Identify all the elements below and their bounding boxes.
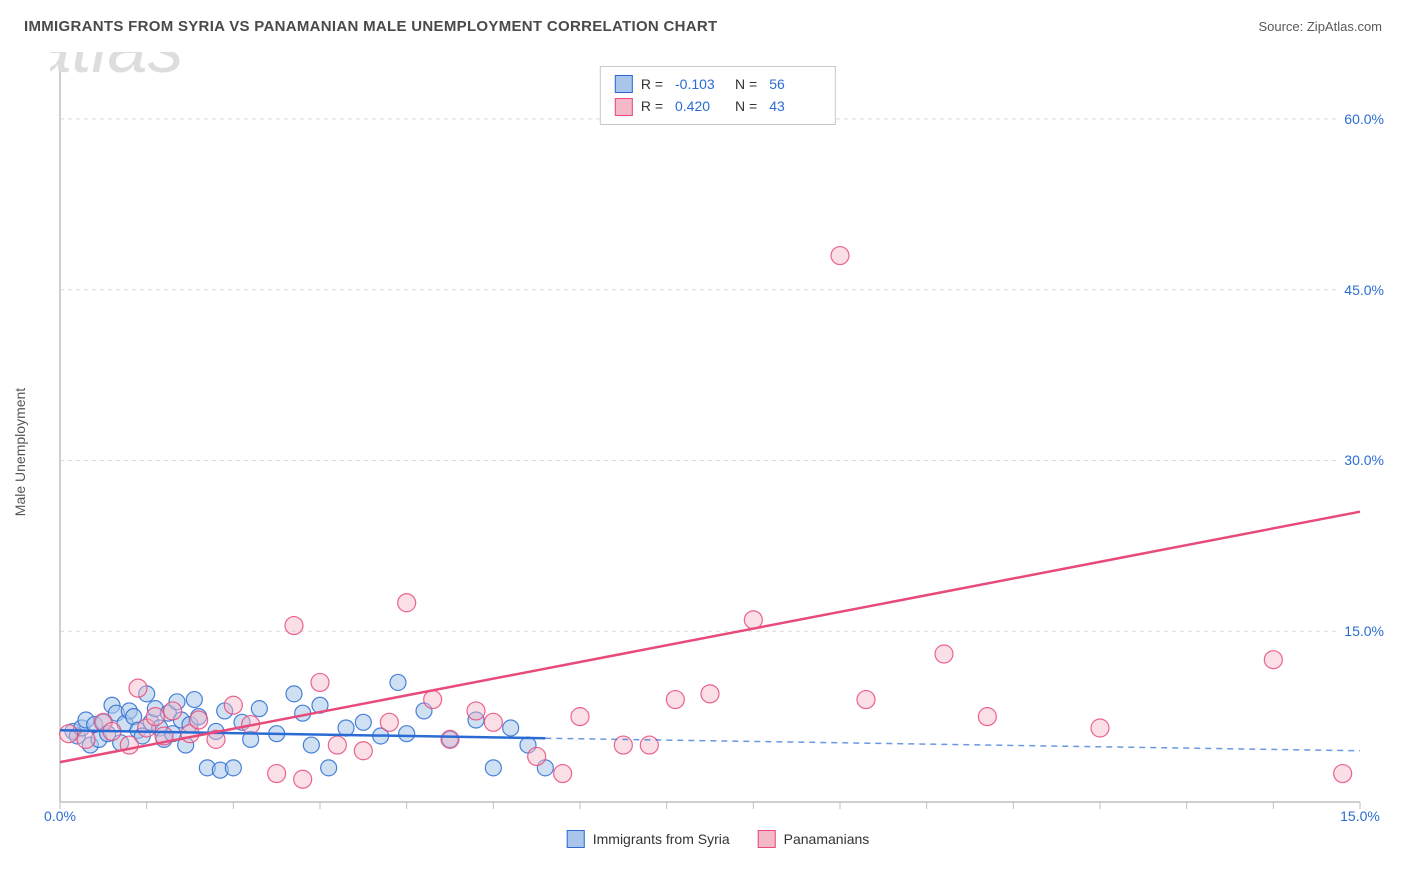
chart-container: Male Unemployment ZIPatlas R = -0.103 N …: [50, 52, 1386, 852]
xtick-label: 15.0%: [1340, 808, 1380, 824]
y-axis-label: Male Unemployment: [12, 388, 28, 516]
swatch-syria-bottom: [567, 830, 585, 848]
ytick-label: 45.0%: [1340, 282, 1388, 298]
legend-item-syria: Immigrants from Syria: [567, 830, 730, 848]
ytick-label: 30.0%: [1340, 452, 1388, 468]
ytick-label: 15.0%: [1340, 623, 1388, 639]
source-attribution: Source: ZipAtlas.com: [1258, 19, 1382, 34]
legend-row-panamanians: R = 0.420 N = 43: [615, 95, 821, 117]
correlation-legend: R = -0.103 N = 56 R = 0.420 N = 43: [600, 66, 836, 125]
legend-row-syria: R = -0.103 N = 56: [615, 73, 821, 95]
scatter-chart: ZIPatlas: [50, 52, 1386, 852]
swatch-syria: [615, 75, 633, 93]
xtick-label: 0.0%: [44, 808, 76, 824]
ytick-label: 60.0%: [1340, 111, 1388, 127]
legend-item-panamanians: Panamanians: [758, 830, 870, 848]
watermark: ZIPatlas: [50, 52, 184, 88]
swatch-panamanians-bottom: [758, 830, 776, 848]
swatch-panamanians: [615, 98, 633, 116]
chart-header: IMMIGRANTS FROM SYRIA VS PANAMANIAN MALE…: [0, 0, 1406, 43]
series-legend: Immigrants from Syria Panamanians: [567, 830, 870, 848]
chart-title: IMMIGRANTS FROM SYRIA VS PANAMANIAN MALE…: [24, 18, 718, 35]
